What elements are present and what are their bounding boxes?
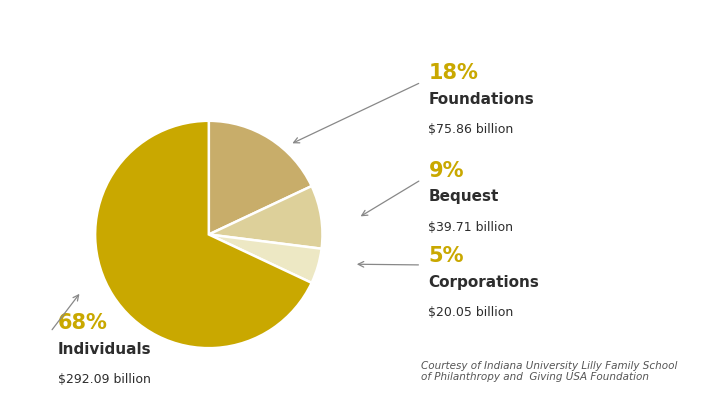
Text: 68%: 68%: [58, 312, 107, 332]
Wedge shape: [209, 187, 323, 249]
Text: 9%: 9%: [428, 160, 464, 180]
Text: (in billions of dollars - all figures are rounded): (in billions of dollars - all figures ar…: [11, 60, 431, 75]
Text: Corporations: Corporations: [428, 274, 539, 289]
Text: 18%: 18%: [428, 63, 478, 83]
Text: Individuals: Individuals: [58, 341, 151, 356]
Wedge shape: [95, 122, 312, 348]
Wedge shape: [209, 122, 312, 235]
Text: $75.86 billion: $75.86 billion: [428, 123, 513, 136]
Text: $39.71 billion: $39.71 billion: [428, 220, 513, 233]
Wedge shape: [209, 235, 322, 283]
Text: Foundations: Foundations: [428, 92, 534, 107]
Text: 2018 contributions: $427.71 billion by source: 2018 contributions: $427.71 billion by s…: [11, 20, 423, 35]
Text: $292.09 billion: $292.09 billion: [58, 372, 150, 385]
Text: $20.05 billion: $20.05 billion: [428, 305, 513, 318]
Text: 5%: 5%: [428, 245, 464, 265]
Text: Courtesy of Indiana University Lilly Family School
of Philanthropy and  Giving U: Courtesy of Indiana University Lilly Fam…: [421, 360, 678, 382]
Text: Bequest: Bequest: [428, 189, 499, 204]
